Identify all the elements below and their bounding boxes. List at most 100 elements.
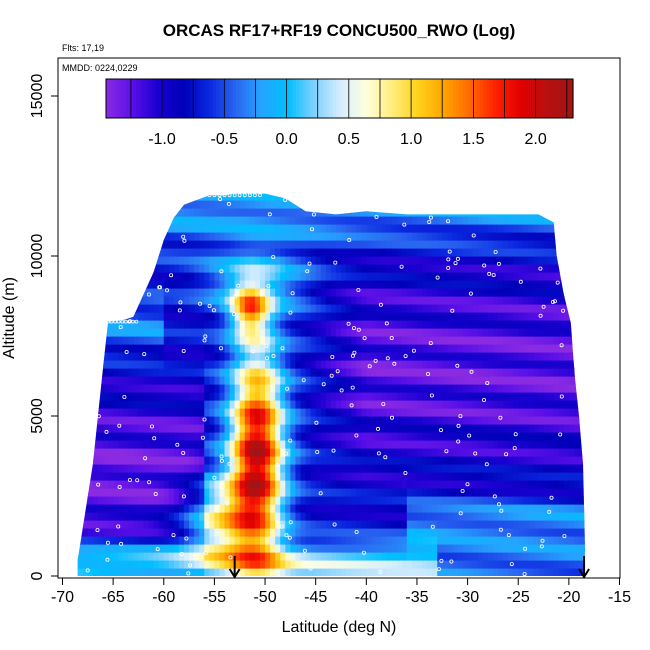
heatmap-cell [189, 312, 195, 321]
heatmap-cell [219, 248, 226, 257]
heatmap-cell [103, 320, 109, 329]
heatmap-cell [153, 216, 160, 225]
heatmap-cell [554, 184, 560, 193]
heatmap-cell [234, 232, 241, 241]
heatmap-cell [219, 456, 226, 465]
heatmap-cell [123, 312, 129, 321]
heatmap-cell [330, 496, 337, 505]
heatmap-cell [310, 472, 317, 481]
heatmap-cell [584, 216, 586, 225]
heatmap-cell [584, 376, 586, 385]
heatmap-cell [442, 208, 448, 217]
heatmap-cell [113, 536, 119, 545]
heatmap-cell [437, 344, 443, 353]
heatmap-cell [578, 193, 585, 201]
heatmap-cell [366, 304, 372, 313]
heatmap-cell [462, 504, 469, 513]
heatmap-cell [92, 488, 99, 497]
heatmap-cell [568, 352, 575, 361]
heatmap-cell [523, 536, 529, 545]
heatmap-cell [396, 408, 403, 417]
heatmap-cell [497, 488, 504, 497]
heatmap-cell [381, 208, 388, 217]
heatmap-cell [204, 336, 210, 345]
heatmap-cell [214, 520, 221, 529]
heatmap-cell [497, 424, 504, 433]
heatmap-cell [254, 424, 261, 433]
heatmap-cell [229, 224, 236, 233]
heatmap-cell [482, 536, 489, 545]
heatmap-cell [427, 392, 433, 401]
heatmap-cell [335, 288, 342, 297]
heatmap-cell [376, 392, 383, 401]
heatmap-cell [442, 568, 448, 576]
heatmap-cell [518, 240, 524, 249]
heatmap-cell [189, 448, 195, 457]
heatmap-cell [143, 536, 150, 545]
heatmap-cell [351, 536, 357, 545]
heatmap-cell [442, 480, 448, 489]
heatmap-cell [168, 200, 175, 209]
heatmap-cell [346, 344, 352, 353]
heatmap-cell [366, 272, 372, 281]
heatmap-cell [103, 448, 109, 457]
heatmap-cell [452, 288, 459, 297]
heatmap-cell [239, 216, 246, 225]
heatmap-cell [452, 224, 459, 233]
heatmap-cell [508, 488, 514, 497]
heatmap-cell [234, 400, 241, 409]
heatmap-cell [543, 200, 550, 209]
heatmap-cell [538, 560, 545, 569]
heatmap-cell [87, 216, 94, 225]
heatmap-cell [447, 432, 453, 441]
heatmap-cell [371, 504, 378, 513]
heatmap-cell [401, 560, 408, 569]
heatmap-cell [573, 328, 580, 337]
heatmap-cell [361, 504, 367, 513]
heatmap-cell [92, 504, 99, 513]
heatmap-cell [558, 344, 565, 353]
heatmap-cell [371, 448, 378, 457]
heatmap-cell [528, 272, 535, 281]
heatmap-cell [335, 472, 342, 481]
heatmap-cell [568, 384, 575, 393]
heatmap-cell [194, 472, 200, 481]
heatmap-cell [224, 384, 231, 393]
heatmap-cell [315, 520, 322, 529]
heatmap-cell [325, 568, 332, 576]
heatmap-cell [447, 560, 453, 569]
heatmap-cell [381, 392, 388, 401]
heatmap-cell [103, 312, 109, 321]
heatmap-cell [229, 496, 236, 505]
heatmap-cell [568, 568, 575, 576]
heatmap-cell [422, 488, 428, 497]
heatmap-cell [163, 224, 170, 233]
heatmap-cell [533, 488, 540, 497]
heatmap-cell [133, 488, 140, 497]
heatmap-cell [92, 200, 99, 209]
heatmap-cell [295, 512, 302, 521]
heatmap-cell [310, 456, 317, 465]
heatmap-cell [103, 384, 109, 393]
heatmap-cell [391, 320, 398, 329]
heatmap-cell [503, 288, 509, 297]
heatmap-cell [472, 240, 479, 249]
heatmap-cell [163, 480, 170, 489]
heatmap-cell [123, 304, 129, 313]
heatmap-cell [290, 224, 297, 233]
heatmap-cell [92, 216, 99, 225]
heatmap-cell [366, 560, 372, 569]
heatmap-cell [92, 256, 99, 265]
heatmap-cell [234, 488, 241, 497]
heatmap-cell [128, 536, 134, 545]
heatmap-cell [254, 360, 261, 369]
heatmap-cell [477, 280, 484, 289]
heatmap-cell [437, 384, 443, 393]
heatmap-cell [82, 312, 89, 321]
heatmap-cell [244, 464, 251, 473]
heatmap-cell [77, 216, 79, 225]
heatmap-cell [335, 496, 342, 505]
heatmap-cell [194, 208, 200, 217]
heatmap-cell [148, 240, 155, 249]
heatmap-cell [366, 184, 372, 193]
